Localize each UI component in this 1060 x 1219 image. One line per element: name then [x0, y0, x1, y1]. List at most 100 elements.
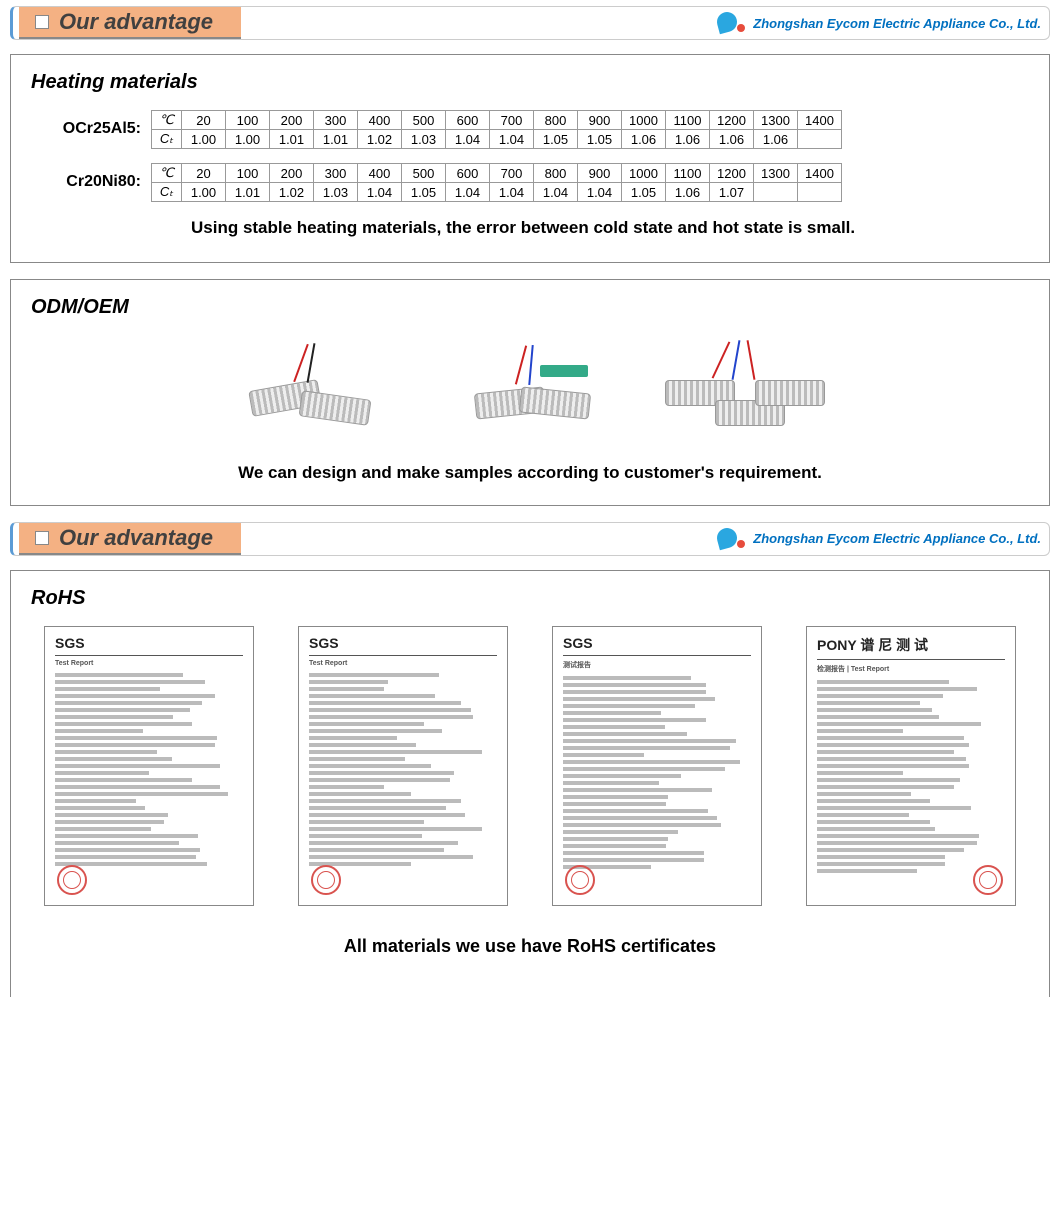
certificate-title: 测试报告	[563, 660, 751, 670]
coeff-cell: 1.00	[182, 130, 226, 149]
brand-text-2: Zhongshan Eycom Electric Appliance Co., …	[753, 531, 1041, 546]
temp-cell: 500	[402, 111, 446, 130]
certificate-card: PONY 谱 尼 测 试检测报告 | Test Report	[806, 626, 1016, 906]
temp-cell: 600	[446, 164, 490, 183]
product-image-3	[660, 335, 820, 435]
temp-cell: 300	[314, 164, 358, 183]
header-title-text: Our advantage	[59, 7, 213, 37]
temp-cell: 200	[270, 111, 314, 130]
panel-title-odm: ODM/OEM	[31, 296, 1029, 319]
odm-images	[31, 335, 1029, 435]
temp-cell: 1100	[666, 111, 710, 130]
header-bar-2: Our advantage Zhongshan Eycom Electric A…	[10, 522, 1050, 556]
coeff-cell	[798, 183, 842, 202]
coeff-cell: 1.05	[534, 130, 578, 149]
certificate-card: SGS Test Report	[44, 626, 254, 906]
temp-cell: 100	[226, 111, 270, 130]
temp-cell: 200	[270, 164, 314, 183]
certificate-body	[309, 673, 497, 866]
coeff-cell: 1.06	[622, 130, 666, 149]
temp-cell: 1000	[622, 164, 666, 183]
coeff-cell	[798, 130, 842, 149]
material-label: Cr20Ni80:	[31, 163, 141, 191]
material-table: ℃201002003004005006007008009001000110012…	[151, 163, 842, 202]
temp-cell: 1200	[710, 164, 754, 183]
material-table: ℃201002003004005006007008009001000110012…	[151, 110, 842, 149]
coeff-cell: 1.03	[314, 183, 358, 202]
panel-heating: Heating materials OCr25Al5:℃201002003004…	[10, 54, 1050, 263]
coeff-cell: 1.05	[402, 183, 446, 202]
certificate-logo: SGS	[55, 635, 243, 651]
coeff-cell: 1.04	[446, 183, 490, 202]
rohs-description: All materials we use have RoHS certifica…	[31, 936, 1029, 957]
temp-cell: 1300	[754, 111, 798, 130]
row-head-temp: ℃	[152, 164, 182, 183]
certificate-logo: SGS	[309, 635, 497, 651]
temp-cell: 500	[402, 164, 446, 183]
temp-cell: 400	[358, 164, 402, 183]
header-bar: Our advantage Zhongshan Eycom Electric A…	[10, 6, 1050, 40]
odm-description: We can design and make samples according…	[31, 463, 1029, 483]
coeff-cell: 1.05	[578, 130, 622, 149]
header-title-text-2: Our advantage	[59, 523, 213, 553]
certificate-title: 检测报告 | Test Report	[817, 664, 1005, 674]
certificate-body	[817, 680, 1005, 873]
certificate-card: SGS Test Report	[298, 626, 508, 906]
temp-cell: 900	[578, 164, 622, 183]
coeff-cell: 1.04	[358, 183, 402, 202]
brand-logo-icon-2	[717, 526, 747, 552]
temp-cell: 600	[446, 111, 490, 130]
temp-cell: 800	[534, 111, 578, 130]
certificate-logo: SGS	[563, 635, 751, 651]
row-head-coeff: Cₜ	[152, 183, 182, 202]
coeff-cell: 1.01	[270, 130, 314, 149]
temp-cell: 300	[314, 111, 358, 130]
temp-cell: 1100	[666, 164, 710, 183]
certificate-body	[55, 673, 243, 866]
product-image-2	[450, 335, 610, 435]
temp-cell: 1200	[710, 111, 754, 130]
coeff-cell: 1.03	[402, 130, 446, 149]
coeff-cell: 1.04	[534, 183, 578, 202]
certificate-seal-icon	[565, 865, 595, 895]
coeff-cell: 1.04	[490, 183, 534, 202]
brand-logo-icon	[717, 10, 747, 36]
coeff-cell: 1.07	[710, 183, 754, 202]
header-title: Our advantage	[19, 7, 241, 39]
temp-cell: 1400	[798, 111, 842, 130]
brand: Zhongshan Eycom Electric Appliance Co., …	[717, 10, 1049, 36]
certificate-seal-icon	[973, 865, 1003, 895]
temp-cell: 700	[490, 164, 534, 183]
temp-cell: 1300	[754, 164, 798, 183]
material-label: OCr25Al5:	[31, 110, 141, 138]
temp-cell: 1400	[798, 164, 842, 183]
coeff-cell: 1.00	[226, 130, 270, 149]
certificate-row: SGS Test Report SGS Test Report SGS 测试报告 PONY …	[31, 626, 1029, 906]
product-image-1	[240, 335, 400, 435]
temp-cell: 700	[490, 111, 534, 130]
coeff-cell: 1.04	[446, 130, 490, 149]
header-bullet-box	[35, 15, 49, 29]
coeff-cell: 1.04	[490, 130, 534, 149]
certificate-body	[563, 676, 751, 869]
brand-text: Zhongshan Eycom Electric Appliance Co., …	[753, 16, 1041, 31]
coeff-cell: 1.02	[270, 183, 314, 202]
header-bullet-box-2	[35, 531, 49, 545]
coeff-cell: 1.00	[182, 183, 226, 202]
certificate-title: Test Report	[309, 660, 497, 667]
temp-cell: 900	[578, 111, 622, 130]
temp-cell: 20	[182, 111, 226, 130]
certificate-title: Test Report	[55, 660, 243, 667]
material-row: OCr25Al5:℃201002003004005006007008009001…	[31, 110, 1029, 149]
certificate-card: SGS 测试报告	[552, 626, 762, 906]
row-head-coeff: Cₜ	[152, 130, 182, 149]
material-row: Cr20Ni80: ℃201002003004005006007008009001…	[31, 163, 1029, 202]
coeff-cell: 1.05	[622, 183, 666, 202]
header-title-2: Our advantage	[19, 523, 241, 555]
coeff-cell: 1.01	[314, 130, 358, 149]
brand-2: Zhongshan Eycom Electric Appliance Co., …	[717, 526, 1049, 552]
coeff-cell: 1.06	[710, 130, 754, 149]
row-head-temp: ℃	[152, 111, 182, 130]
certificate-seal-icon	[57, 865, 87, 895]
temp-cell: 1000	[622, 111, 666, 130]
